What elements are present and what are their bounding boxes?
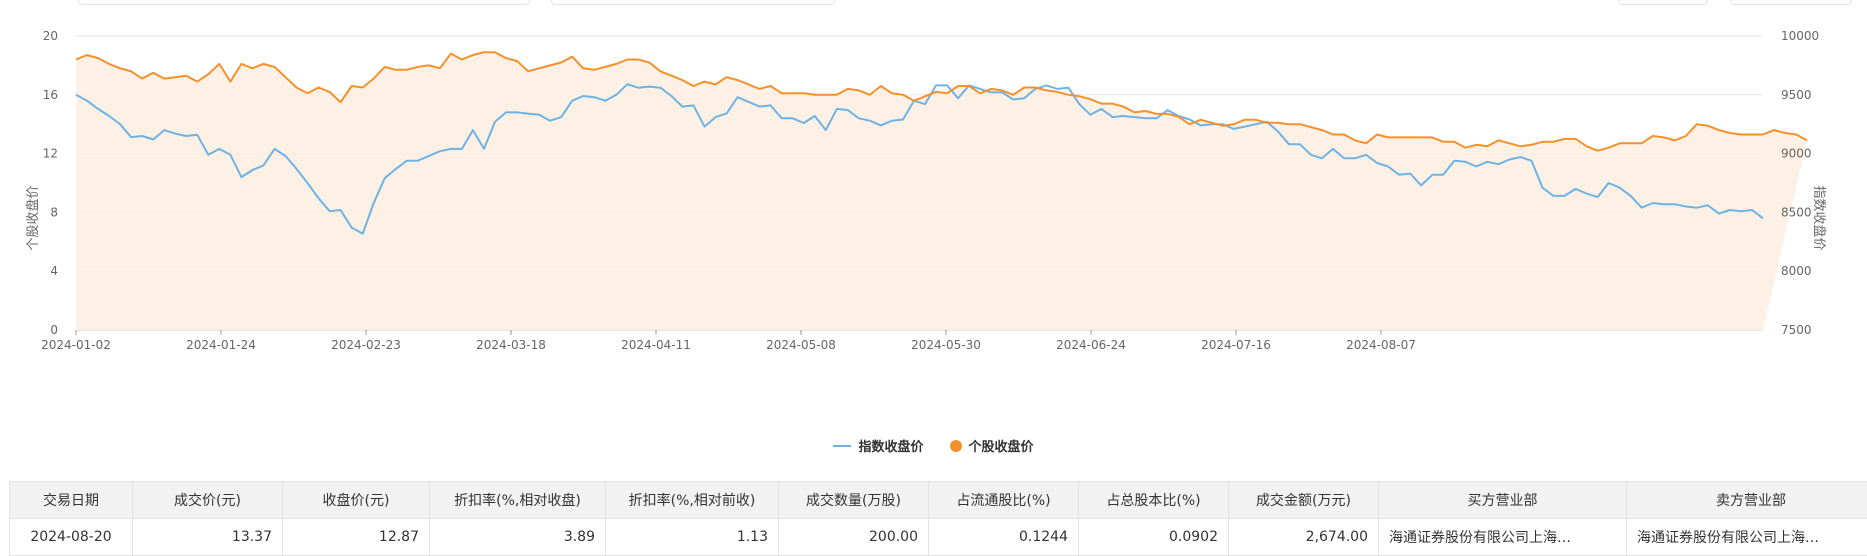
cell-total-ratio: 0.0902: [1079, 519, 1229, 556]
header-total-ratio[interactable]: 占总股本比(%): [1079, 482, 1229, 519]
header-trade-date[interactable]: 交易日期: [10, 482, 133, 519]
table-header-row: 交易日期 成交价(元) 收盘价(元) 折扣率(%,相对收盘) 折扣率(%,相对前…: [10, 482, 1867, 519]
legend-item-stock[interactable]: 个股收盘价: [950, 436, 1034, 455]
x-axis: 2024-01-02 2024-01-24 2024-02-23 2024-03-18…: [41, 330, 1416, 352]
x-tick-label: 2024-03-18: [476, 338, 546, 352]
header-discount-prev[interactable]: 折扣率(%,相对前收): [606, 482, 779, 519]
x-tick-label: 2024-05-08: [766, 338, 836, 352]
legend-item-index[interactable]: 指数收盘价: [833, 436, 923, 455]
x-tick-label: 2024-06-24: [1056, 338, 1126, 352]
cell-amount: 2,674.00: [1229, 519, 1379, 556]
cell-seller[interactable]: 海通证券股份有限公司上海…: [1627, 519, 1867, 556]
header-float-ratio[interactable]: 占流通股比(%): [929, 482, 1079, 519]
left-axis-label: 个股收盘价: [25, 185, 41, 250]
table-row: 2024-08-20 13.37 12.87 3.89 1.13 200.00 …: [10, 519, 1867, 556]
header-seller[interactable]: 卖方营业部: [1627, 482, 1867, 519]
header-discount-close[interactable]: 折扣率(%,相对收盘): [430, 482, 606, 519]
right-tick-label: 9000: [1781, 147, 1812, 161]
x-tick-label: 2024-04-11: [621, 338, 691, 352]
x-tick-label: 2024-01-24: [186, 338, 256, 352]
header-amount[interactable]: 成交金额(万元): [1229, 482, 1379, 519]
cell-buyer[interactable]: 海通证券股份有限公司上海…: [1379, 519, 1627, 556]
x-tick-label: 2024-01-02: [41, 338, 111, 352]
chart-legend: 指数收盘价 个股收盘价: [0, 436, 1867, 455]
cell-deal-price: 13.37: [133, 519, 283, 556]
cell-discount-prev: 1.13: [606, 519, 779, 556]
header-volume[interactable]: 成交数量(万股): [779, 482, 929, 519]
right-tick-label: 9500: [1781, 88, 1812, 102]
cell-trade-date: 2024-08-20: [10, 519, 133, 556]
price-line-chart: 2024-01-02 2024-01-24 2024-02-23 2024-03-18…: [0, 0, 1867, 430]
left-tick-label: 12: [43, 147, 58, 161]
x-tick-label: 2024-05-30: [911, 338, 981, 352]
left-tick-label: 4: [50, 264, 58, 278]
header-buyer[interactable]: 买方营业部: [1379, 482, 1627, 519]
right-tick-label: 8500: [1781, 205, 1812, 219]
cell-volume: 200.00: [779, 519, 929, 556]
right-tick-label: 8000: [1781, 264, 1812, 278]
legend-label-stock: 个股收盘价: [969, 436, 1034, 455]
left-tick-label: 20: [43, 29, 58, 43]
block-trade-table: 交易日期 成交价(元) 收盘价(元) 折扣率(%,相对收盘) 折扣率(%,相对前…: [9, 481, 1867, 556]
right-axis-label: 指数收盘价: [1811, 185, 1827, 250]
left-tick-label: 0: [50, 323, 58, 337]
left-tick-label: 8: [50, 205, 58, 219]
index-line-swatch: [833, 445, 851, 447]
left-tick-label: 16: [43, 88, 58, 102]
x-tick-label: 2024-07-16: [1201, 338, 1271, 352]
cell-float-ratio: 0.1244: [929, 519, 1079, 556]
cell-discount-close: 3.89: [430, 519, 606, 556]
left-y-axis: 0 4 8 12 16 20: [43, 29, 58, 337]
x-tick-label: 2024-02-23: [331, 338, 401, 352]
legend-label-index: 指数收盘价: [858, 436, 923, 455]
right-tick-label: 7500: [1781, 323, 1812, 337]
header-close-price[interactable]: 收盘价(元): [283, 482, 430, 519]
header-deal-price[interactable]: 成交价(元): [133, 482, 283, 519]
x-tick-label: 2024-08-07: [1346, 338, 1416, 352]
right-tick-label: 10000: [1781, 29, 1819, 43]
stock-dot-swatch: [950, 440, 962, 452]
cell-close-price: 12.87: [283, 519, 430, 556]
